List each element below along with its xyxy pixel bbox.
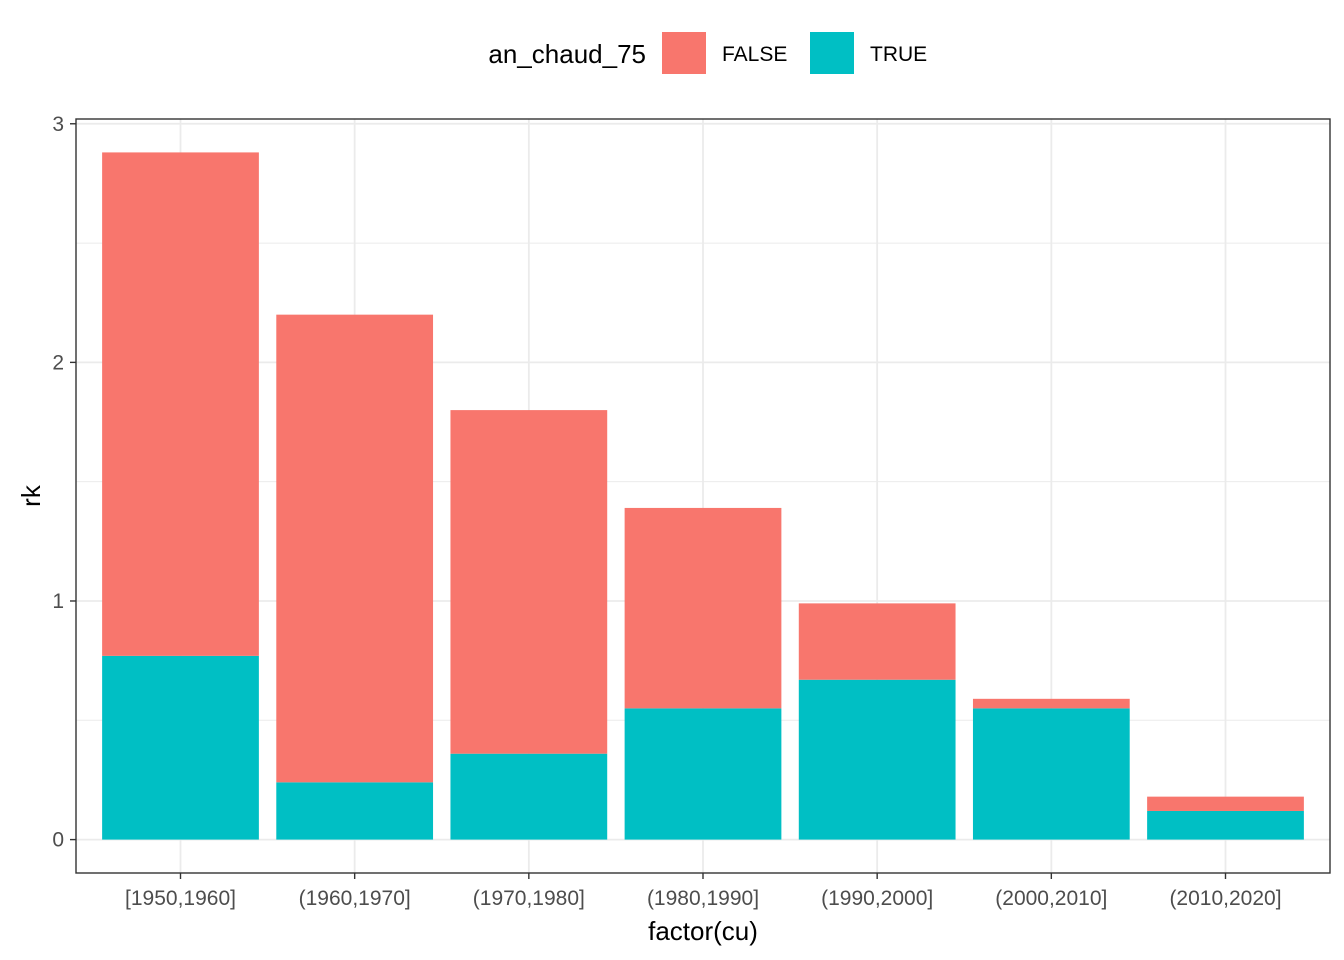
bar-true [798,679,956,840]
bar-false [102,152,259,656]
y-tick-label: 3 [52,113,64,136]
bar-false [450,410,608,754]
bar-true [1147,810,1304,840]
x-tick-label: (1960,1970] [299,887,411,910]
x-tick-label: (2010,2020] [1169,887,1281,910]
bar-false [1147,796,1304,811]
legend: an_chaud_75 FALSE TRUE [488,32,927,74]
bar-true [450,753,608,840]
y-axis-title: rk [16,484,46,507]
bar-true [972,708,1130,840]
legend-label-false: FALSE [722,43,787,66]
x-tick-label: [1950,1960] [125,887,236,910]
legend-key-false [662,32,706,74]
legend-title: an_chaud_75 [488,39,646,69]
bar-false [798,603,956,680]
y-tick-label: 1 [52,590,64,613]
bar-false [276,314,434,783]
x-tick-label: (2000,2010] [995,887,1107,910]
bar-true [276,782,434,840]
x-axis-title: factor(cu) [648,916,758,946]
legend-label-true: TRUE [870,43,927,66]
bars-layer [102,152,1304,840]
x-tick-label: (1990,2000] [821,887,933,910]
y-tick-label: 0 [52,829,64,852]
bar-true [102,655,259,840]
x-tick-label: (1980,1990] [647,887,759,910]
bar-true [624,708,782,840]
y-tick-label: 2 [52,351,64,374]
bar-false [972,698,1130,709]
bar-false [624,507,782,709]
legend-key-true [810,32,854,74]
axis-layer: 0 1 2 3 [1950,1960] (1960,1970] (1970,1980] (19… [52,113,1281,910]
x-tick-label: (1970,1980] [473,887,585,910]
